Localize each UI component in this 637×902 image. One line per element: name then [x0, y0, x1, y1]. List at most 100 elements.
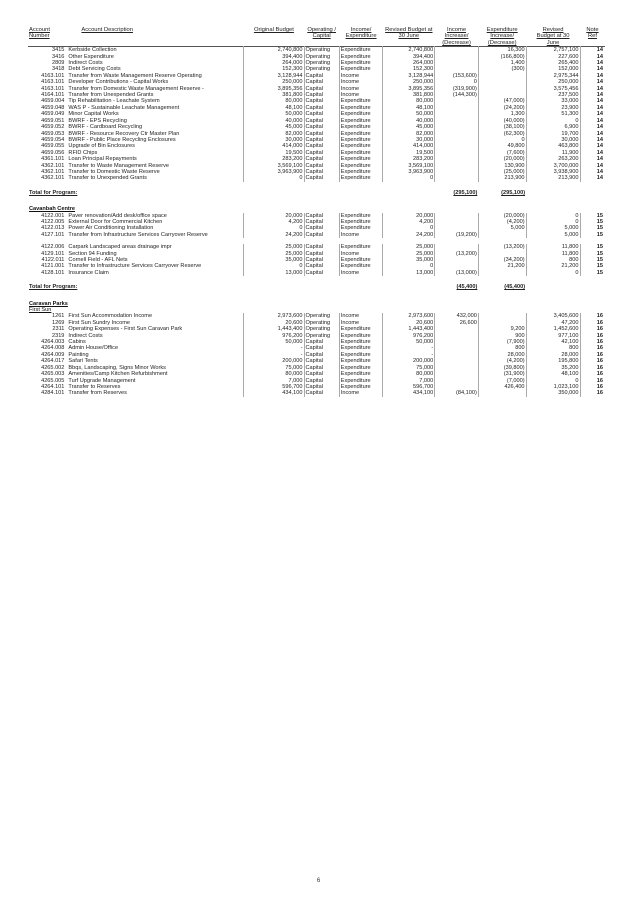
revised-budget: 25,000 — [382, 250, 435, 257]
account-number: 4659.004 — [41, 98, 65, 105]
income-change — [434, 358, 479, 365]
expenditure-change: (7,600) — [477, 149, 527, 157]
revised-budget-june: 11,900 — [525, 149, 581, 157]
operating-capital: Capital — [303, 339, 340, 346]
operating-capital: Operating — [303, 46, 340, 54]
original-budget: 13,000 — [243, 269, 305, 277]
original-budget: - — [243, 345, 305, 352]
income-expenditure: Expenditure — [338, 149, 383, 157]
note-ref: 14 — [579, 124, 605, 131]
account-description: Cabins — [68, 339, 86, 346]
account-number: 4659.055 — [41, 143, 65, 150]
table-row: 4659.054 BWRF - Public Place Recycling En… — [28, 136, 605, 144]
original-budget: 414,000 — [243, 143, 305, 150]
operating-capital: Operating — [303, 332, 340, 340]
revised-budget-june: 463,800 — [525, 143, 581, 150]
total-row: Total for Program: (295,100) (295,100) — [28, 188, 605, 198]
table-row: 4264.009 Painting - Capital Expenditure -28,0… — [28, 351, 605, 359]
original-budget: 40,000 — [243, 117, 305, 125]
original-budget: 0 — [243, 225, 305, 232]
original-budget: 1,443,400 — [243, 326, 305, 333]
revised-budget: 48,100 — [382, 104, 435, 112]
account-description: RFID Chips — [68, 149, 98, 156]
table-row: 4284.101 Transfer from Reserves 434,100 Cap… — [28, 390, 605, 397]
expenditure-change: (166,800) — [477, 53, 527, 61]
expenditure-change: (4,200) — [477, 358, 527, 365]
original-budget: 82,000 — [243, 130, 305, 137]
operating-capital: Capital — [303, 212, 340, 219]
header-inc-decrease: (Decrease) — [442, 39, 471, 46]
original-budget: 25,000 — [243, 250, 305, 257]
account-number: 2809 — [51, 60, 65, 67]
original-budget: 50,000 — [243, 339, 305, 346]
original-budget: 20,600 — [243, 319, 305, 327]
account-number: 4659.049 — [41, 111, 65, 118]
note-ref: 14 — [579, 156, 605, 163]
income-change — [434, 332, 479, 340]
account-description: Transfer from Domestic Waste Management … — [68, 85, 204, 92]
account-description: Section 94 Funding — [68, 250, 117, 257]
original-budget: 35,000 — [243, 257, 305, 264]
operating-capital: Capital — [303, 244, 340, 251]
expenditure-change: 900 — [477, 332, 527, 340]
note-ref: 14 — [579, 79, 605, 86]
operating-capital: Capital — [303, 168, 340, 176]
operating-capital: Capital — [303, 143, 340, 150]
revised-budget-june: 152,000 — [525, 66, 581, 73]
original-budget: 3,128,944 — [243, 72, 305, 80]
revised-budget: 4,200 — [382, 218, 435, 226]
revised-budget-june: 30,000 — [525, 136, 581, 144]
account-number: 2311 — [52, 326, 65, 333]
income-change — [434, 225, 479, 232]
table-row: 4122.005 External Door for Commercial Kit… — [28, 218, 605, 226]
page-number: 6 — [316, 878, 321, 884]
table-row: 4362.101 Transfer to Domestic Waste Reser… — [28, 168, 605, 176]
note-ref: 15 — [579, 263, 605, 270]
total-label: Total for Program: — [29, 189, 78, 196]
header-revb: Revised — [542, 27, 564, 33]
income-change — [434, 263, 479, 270]
expenditure-change: 1,400 — [477, 60, 527, 67]
section-waste-rows: 3415 Kerbside Collection 2,740,800 Operatin… — [28, 46, 605, 182]
original-budget: 596,700 — [243, 383, 305, 391]
income-change — [434, 104, 479, 112]
account-description: Safari Tents — [68, 358, 98, 365]
revised-budget-june: 3,700,000 — [525, 162, 581, 169]
table-row: 4659.051 BWRF - EPS Recycling 40,000 Capita… — [28, 117, 605, 125]
expenditure-change — [477, 72, 527, 80]
income-change — [434, 156, 479, 163]
revised-budget: 3,895,356 — [382, 85, 435, 93]
header-ref: Ref — [587, 33, 598, 40]
note-ref: 14 — [579, 104, 605, 112]
account-number: 4659.054 — [41, 136, 65, 143]
table-row: 4362.101 Transfer to Unexpended Grants 0 Ca… — [28, 175, 605, 182]
income-change — [434, 345, 479, 352]
note-ref: 16 — [579, 345, 605, 352]
account-description: Indirect Costs — [68, 60, 103, 67]
operating-capital: Capital — [303, 79, 340, 86]
header-operating: Operating / — [307, 27, 336, 33]
original-budget: 75,000 — [243, 364, 305, 372]
original-budget: 0 — [243, 175, 305, 182]
account-number: 4122.011 — [41, 257, 65, 263]
expenditure-change: 213,900 — [477, 175, 527, 182]
revised-budget: 50,000 — [382, 339, 435, 346]
revised-budget-june: 21,200 — [525, 263, 581, 270]
revised-budget: 152,300 — [382, 66, 435, 73]
revised-budget: 0 — [382, 263, 435, 270]
income-change — [434, 371, 479, 378]
revised-budget-june: 195,800 — [525, 358, 581, 365]
operating-capital: Capital — [303, 104, 340, 112]
table-row: 4264.003 Cabins 50,000 Capital Expenditure 50… — [28, 339, 605, 346]
expenditure-change: 0 — [477, 136, 527, 144]
revised-budget-june: 0 — [525, 212, 581, 219]
income-expenditure: Income — [338, 231, 383, 239]
account-number: 3415 — [51, 47, 65, 54]
revised-budget-june: 42,100 — [525, 339, 581, 346]
original-budget: 283,200 — [243, 156, 305, 163]
original-budget: 48,100 — [243, 104, 305, 112]
expenditure-change: (7,000) — [477, 377, 527, 384]
income-change — [434, 218, 479, 226]
operating-capital: Capital — [303, 175, 340, 182]
expenditure-change — [477, 269, 527, 277]
